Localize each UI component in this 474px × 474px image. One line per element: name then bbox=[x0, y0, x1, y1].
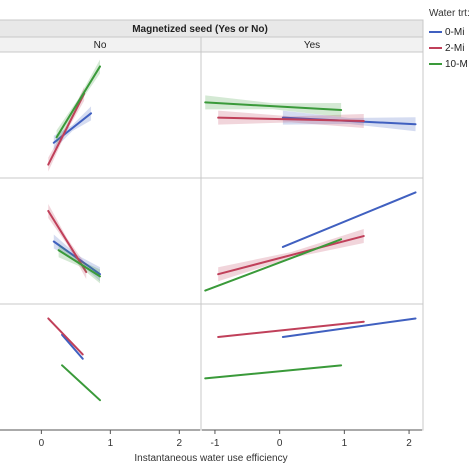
fit-line-no-row0-group0 bbox=[52, 112, 93, 144]
x-tick-label-yes-1: 1 bbox=[342, 438, 348, 449]
fit-line-yes-row2-group10 bbox=[204, 364, 343, 380]
fit-line-yes-row2-group2 bbox=[217, 320, 365, 338]
fit-line-yes-row2-group0 bbox=[281, 317, 417, 338]
x-tick-label-yes-0: 0 bbox=[277, 438, 283, 449]
fit-line-yes-row1-group10 bbox=[204, 238, 343, 292]
x-tick-label-no-2: 2 bbox=[177, 438, 183, 449]
legend-title: Water trt: bbox=[429, 8, 470, 19]
x-tick-label-yes-2: 2 bbox=[406, 438, 412, 449]
fit-line-no-row2-group2 bbox=[47, 317, 84, 356]
legend-swatch-2 bbox=[429, 47, 442, 49]
legend-item-0: 0-Mi bbox=[429, 25, 464, 39]
legend-swatch-0 bbox=[429, 31, 442, 33]
fit-line-yes-row0-group2 bbox=[217, 116, 365, 122]
fit-line-no-row2-group0 bbox=[61, 333, 84, 360]
chart-title: Magnetized seed (Yes or No) bbox=[132, 24, 268, 35]
legend-label-10: 10-M bbox=[445, 58, 468, 70]
x-axis-label: Instantaneous water use efficiency bbox=[134, 453, 287, 464]
x-tick-label-no-1: 1 bbox=[108, 438, 114, 449]
plot-frame bbox=[0, 19, 424, 431]
column-label-yes: Yes bbox=[304, 40, 320, 51]
legend-swatch-10 bbox=[429, 63, 442, 65]
x-tick-label-no-0: 0 bbox=[39, 438, 45, 449]
fit-line-yes-row1-group0 bbox=[281, 191, 417, 248]
fit-line-yes-row0-group10 bbox=[204, 101, 343, 112]
legend-item-10: 10-M bbox=[429, 57, 468, 71]
fit-line-no-row1-group10 bbox=[57, 249, 101, 278]
x-tick-label-yes--1: -1 bbox=[210, 438, 219, 449]
x-axes: 0 1 2 -1 0 1 2 bbox=[0, 429, 422, 449]
column-label-band bbox=[0, 36, 424, 53]
legend-item-2: 2-Mi bbox=[429, 41, 464, 55]
fit-line-no-row0-group2 bbox=[47, 92, 86, 166]
fit-line-yes-row1-group2 bbox=[217, 235, 365, 276]
fit-line-no-row2-group10 bbox=[61, 364, 101, 402]
legend-label-0: 0-Mi bbox=[445, 26, 465, 38]
column-label-no: No bbox=[94, 40, 107, 51]
fit-line-no-row1-group2 bbox=[47, 209, 88, 274]
legend-label-2: 2-Mi bbox=[445, 42, 465, 54]
fit-line-no-row0-group10 bbox=[55, 65, 101, 139]
chart-marks bbox=[47, 59, 417, 402]
